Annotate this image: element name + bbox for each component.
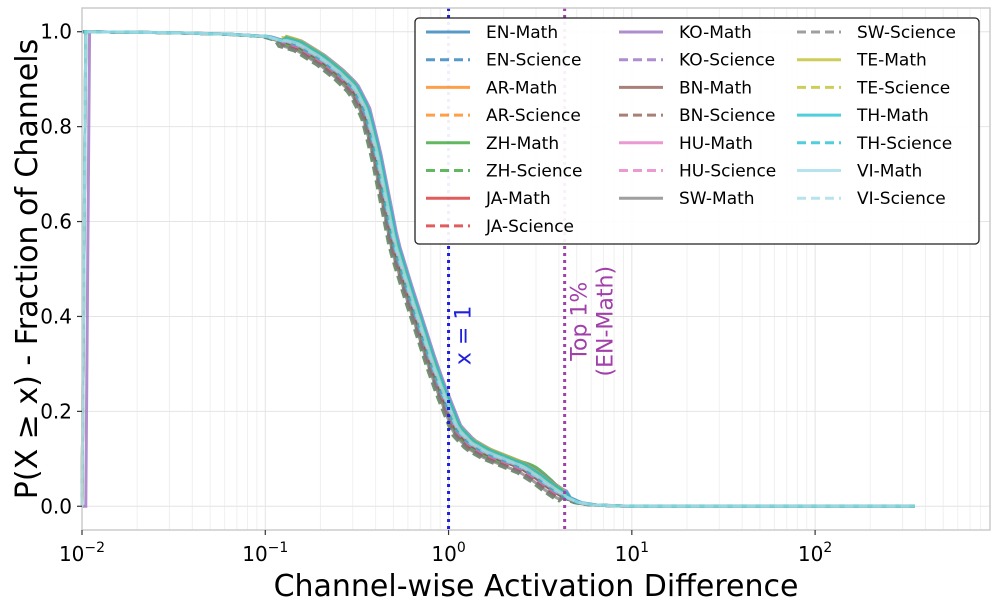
legend-label: JA-Science [485,217,574,237]
legend-item-ko-math: KO-Math [619,23,752,43]
legend-item-te-science: TE-Science [797,78,950,98]
y-tick-label: 0.8 [40,115,72,139]
legend-label: HU-Science [679,162,776,182]
legend-label: SW-Math [679,189,755,209]
legend-item-zh-science: ZH-Science [426,162,582,182]
x-tick-label: 100 [431,540,465,566]
legend-label: AR-Science [486,106,581,126]
legend-item-bn-math: BN-Math [619,78,752,98]
x-axis-title: Channel-wise Activation Difference [274,569,799,604]
legend-item-bn-science: BN-Science [619,106,775,126]
x-tick-label: 10−1 [242,540,288,566]
legend-item-th-science: TH-Science [797,134,952,154]
plot-frame [81,7,991,531]
legend-item-hu-math: HU-Math [619,134,753,154]
legend-label: AR-Math [486,78,557,98]
legend-item-ja-math: JA-Math [426,189,551,209]
y-axis-title: P(X ≥ x) - Fraction of Channels [10,39,45,499]
y-tick-label: 0.0 [40,494,72,518]
legend-label: KO-Science [679,51,775,71]
legend-item-ja-science: JA-Science [426,217,574,237]
legend-label: JA-Math [485,189,551,209]
legend-item-vi-science: VI-Science [797,189,946,209]
legend-item-sw-math: SW-Math [619,189,755,209]
legend-item-th-math: TH-Math [797,106,929,126]
legend-item-ko-science: KO-Science [619,51,775,71]
vline-label-0: x = 1 [452,306,477,365]
legend-item-te-math: TE-Math [797,51,927,71]
x-tick-label: 10−2 [59,540,105,566]
legend-item-en-science: EN-Science [426,51,582,71]
legend-label: VI-Math [857,162,922,182]
legend-label: TH-Science [856,134,952,154]
legend-item-hu-science: HU-Science [619,162,776,182]
legend-label: EN-Science [486,51,582,71]
legend-item-ar-science: AR-Science [426,106,581,126]
y-tick-label: 0.4 [40,304,72,328]
legend-label: EN-Math [486,23,558,43]
x-tick-label: 101 [615,540,649,566]
legend-box [414,17,980,245]
legend-label: SW-Science [857,23,956,43]
legend-label: TE-Science [856,78,950,98]
y-tick-label: 0.6 [40,210,72,234]
series-line-vi-science [80,30,915,508]
legend-label: TE-Math [856,51,927,71]
x-tick-label: 102 [798,540,832,566]
legend-label: TH-Math [856,106,929,126]
legend-label: BN-Science [679,106,775,126]
y-tick-label: 1.0 [40,20,72,44]
vline-label-1: (EN-Math) [594,266,619,377]
legend-item-zh-math: ZH-Math [426,134,559,154]
series-lines [80,30,915,508]
vline-label-1: Top 1% [568,282,593,362]
legend-label: KO-Math [679,23,752,43]
legend-label: HU-Math [679,134,753,154]
legend-label: ZH-Math [486,134,559,154]
legend: EN-Math EN-Science AR-Math AR-Science ZH-Mat… [414,17,980,245]
legend-item-ar-math: AR-Math [426,78,557,98]
legend-item-vi-math: VI-Math [797,162,922,182]
y-tick-label: 0.2 [40,399,72,423]
legend-label: BN-Math [679,78,752,98]
axis-ticks: 10−2 10−1 100 101 102 0.0 0.2 0.4 0.6 0.8 1.0 [40,20,832,566]
legend-item-en-math: EN-Math [426,23,558,43]
legend-label: ZH-Science [486,162,582,182]
legend-item-sw-science: SW-Science [797,23,956,43]
legend-label: VI-Science [857,189,946,209]
series-line-sw-science [81,30,915,508]
